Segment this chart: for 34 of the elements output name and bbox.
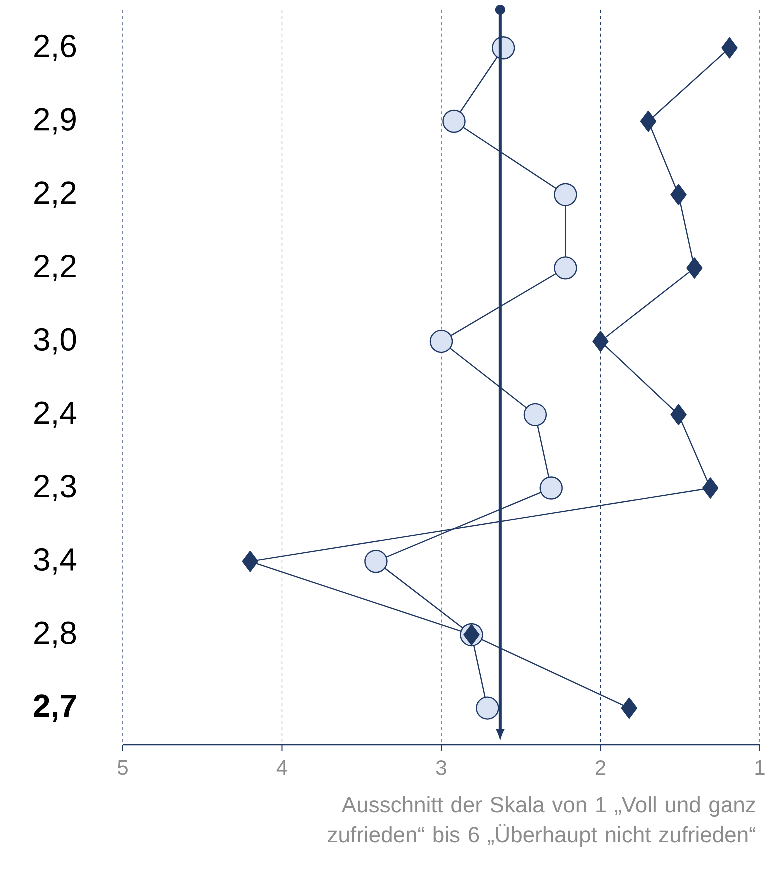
x-tick-label: 2 (596, 760, 606, 776)
point (524, 403, 547, 427)
y-tick-label: 2,7 (34, 694, 76, 722)
x-tick-label: 1 (756, 760, 765, 775)
y-tick-label: 3,4 (34, 548, 76, 575)
point (621, 698, 638, 719)
point (540, 476, 563, 500)
y-tick-label: 2,2 (34, 254, 76, 282)
point (686, 258, 703, 279)
x-tick-label: 4 (276, 760, 288, 775)
y-tick-label: 2,9 (34, 108, 76, 135)
point (430, 330, 454, 354)
point (442, 110, 466, 134)
y-tick-label: 2,3 (34, 475, 76, 502)
point (670, 184, 687, 206)
point (722, 38, 738, 59)
point (242, 551, 258, 572)
y-tick-label: 3,0 (34, 328, 76, 355)
point (554, 256, 578, 280)
x-tick-label: 3 (436, 760, 446, 776)
y-tick-label: 2,8 (34, 622, 76, 648)
x-tick-label: 5 (118, 760, 128, 776)
point (640, 110, 657, 132)
y-tick-label: 2,4 (34, 402, 76, 428)
point (364, 550, 388, 574)
point (702, 478, 719, 499)
point (670, 404, 687, 426)
point (592, 330, 609, 352)
x-axis-title: Ausschnitt der Skala von 1 „Voll und ganz zufrieden“ bis 6 „Überhaupt nicht zufrieden“ (328, 796, 756, 848)
y-tick-label: 2,2 (34, 182, 76, 208)
point (464, 624, 480, 646)
y-tick-label: 2,6 (34, 34, 76, 62)
point (476, 696, 500, 720)
point (554, 183, 578, 206)
